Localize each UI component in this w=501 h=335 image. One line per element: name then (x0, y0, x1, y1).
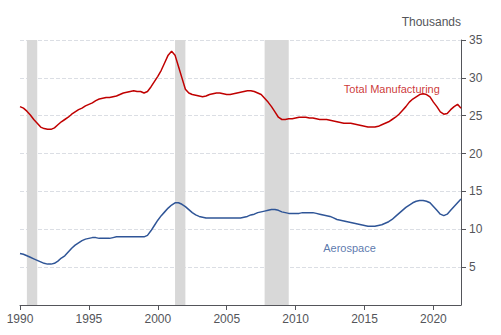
svg-text:30: 30 (469, 71, 483, 85)
svg-text:1990: 1990 (7, 312, 34, 326)
svg-text:35: 35 (469, 33, 483, 47)
svg-text:2015: 2015 (351, 312, 378, 326)
svg-text:Total Manufacturing: Total Manufacturing (344, 83, 440, 95)
svg-text:Aerospace: Aerospace (323, 242, 376, 254)
svg-text:2000: 2000 (144, 312, 171, 326)
svg-text:2010: 2010 (282, 312, 309, 326)
svg-text:10: 10 (469, 222, 483, 236)
svg-text:15: 15 (469, 184, 483, 198)
svg-text:2020: 2020 (420, 312, 447, 326)
svg-text:2005: 2005 (213, 312, 240, 326)
svg-text:20: 20 (469, 147, 483, 161)
svg-text:5: 5 (469, 260, 476, 274)
svg-text:1995: 1995 (76, 312, 103, 326)
svg-text:Thousands: Thousands (402, 15, 461, 29)
svg-text:25: 25 (469, 109, 483, 123)
